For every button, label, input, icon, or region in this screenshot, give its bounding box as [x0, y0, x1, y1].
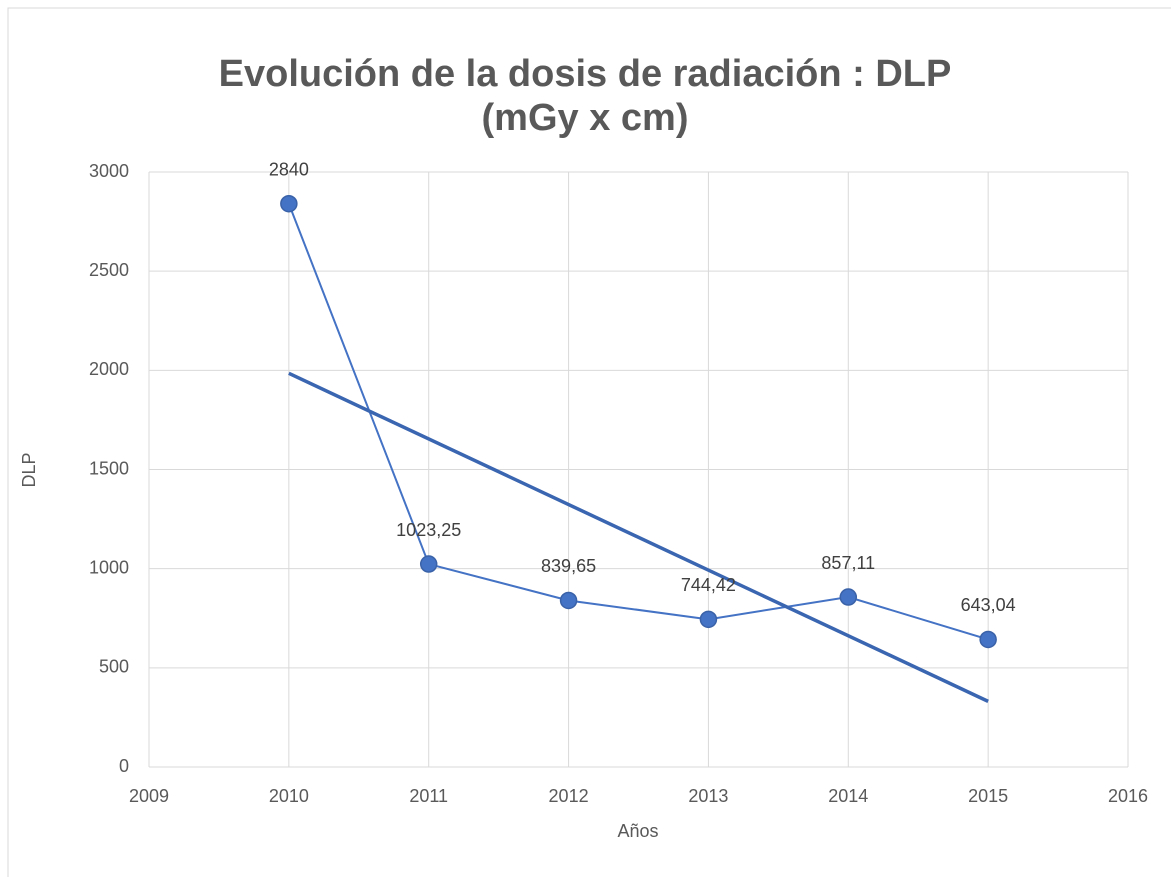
x-tick-label: 2010	[269, 786, 309, 806]
y-axis-label: DLP	[19, 452, 39, 487]
data-label: 744,42	[681, 575, 736, 595]
point	[280, 194, 298, 213]
y-tick-label: 1000	[89, 557, 129, 577]
y-tick-label: 0	[119, 756, 129, 776]
y-tick-label: 2000	[89, 359, 129, 379]
trendline	[288, 371, 989, 703]
point	[979, 630, 997, 649]
series-line	[287, 203, 989, 641]
data-label: 1023,25	[396, 520, 461, 540]
x-axis-label: Años	[617, 821, 658, 841]
x-tick-label: 2016	[1108, 786, 1148, 806]
data-label: 643,04	[961, 595, 1016, 615]
point	[839, 588, 858, 606]
x-tick-label: 2015	[968, 786, 1008, 806]
data-label: 2840	[269, 159, 309, 179]
x-tick-label: 2013	[688, 786, 728, 806]
chart-border	[7, 7, 1171, 877]
y-tick-label: 1500	[89, 458, 129, 478]
x-tick-label: 2009	[129, 786, 169, 806]
data-label: 839,65	[541, 556, 596, 576]
y-tick-label: 3000	[89, 161, 129, 181]
point	[419, 555, 438, 573]
y-tick-label: 2500	[89, 260, 129, 280]
x-tick-label: 2011	[409, 786, 448, 806]
chart-title: Evolución de la dosis de radiación : DLP…	[218, 53, 952, 139]
x-tick-label: 2014	[828, 786, 868, 806]
point	[699, 610, 718, 629]
data-label: 857,11	[821, 553, 875, 573]
point	[559, 591, 578, 610]
y-tick-label: 500	[99, 657, 129, 677]
x-tick-label: 2012	[549, 786, 589, 806]
